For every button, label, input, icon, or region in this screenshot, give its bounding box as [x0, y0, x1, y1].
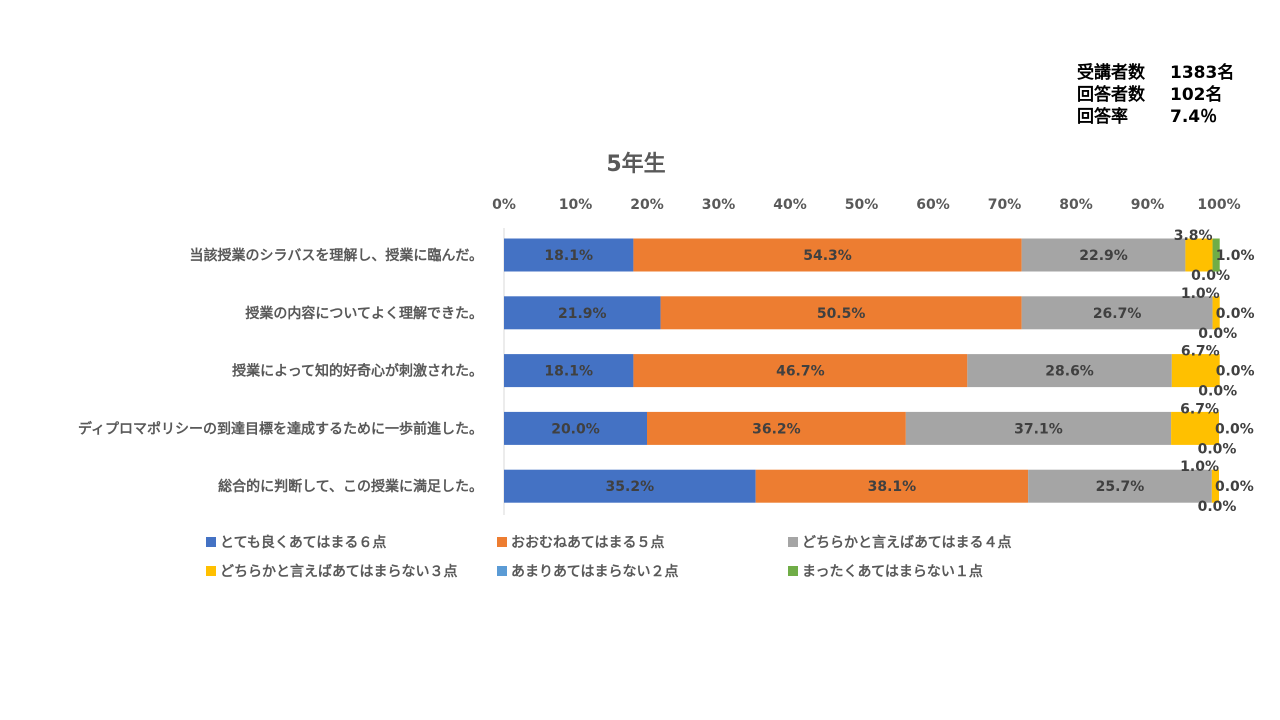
- x-tick-label: 50%: [845, 197, 879, 213]
- category-label: 総合的に判断して、この授業に満足した。: [218, 478, 483, 495]
- bar-segment: [1171, 411, 1219, 445]
- data-label: 35.2%: [606, 479, 655, 495]
- data-label: 54.3%: [803, 248, 852, 264]
- category-label: 授業の内容についてよく理解できた。: [245, 305, 483, 322]
- bar-segment: [1021, 296, 1213, 330]
- data-label: 6.7%: [1181, 344, 1220, 360]
- data-label: 1.0%: [1181, 286, 1220, 302]
- chart-title: 5年生: [606, 151, 665, 177]
- data-label: 3.8%: [1174, 228, 1213, 244]
- bar-segment: [1171, 354, 1220, 388]
- x-tick-label: 80%: [1059, 197, 1093, 213]
- category-label: ディプロマポリシーの到達目標を達成するために一歩前進した。: [78, 420, 483, 437]
- bar-segment: [504, 354, 634, 388]
- legend-label: とても良くあてはまる６点: [220, 534, 386, 551]
- bar-segment: [1021, 238, 1186, 272]
- legend-swatch: [497, 537, 507, 547]
- data-label: 1.0%: [1180, 459, 1219, 475]
- data-label: 1.0%: [1216, 248, 1255, 264]
- x-tick-label: 0%: [492, 197, 516, 213]
- x-tick-label: 40%: [773, 197, 807, 213]
- legend-label: あまりあてはまらない２点: [511, 563, 678, 580]
- bar-segment: [633, 238, 1022, 272]
- bar-segment: [504, 411, 647, 445]
- legend-swatch: [788, 537, 798, 547]
- data-label: 28.6%: [1045, 364, 1094, 380]
- data-label: 0.0%: [1198, 326, 1237, 342]
- bar-segment: [905, 411, 1172, 445]
- data-label: 22.9%: [1079, 248, 1128, 264]
- data-label: 50.5%: [817, 306, 866, 322]
- legend-label: どちらかと言えばあてはまらない３点: [220, 563, 457, 580]
- data-label: 0.0%: [1215, 421, 1254, 437]
- data-label: 0.0%: [1198, 441, 1237, 457]
- data-label: 46.7%: [776, 364, 825, 380]
- bar-segment: [504, 238, 634, 272]
- legend-label: おおむねあてはまる５点: [511, 534, 664, 551]
- legend-swatch: [206, 537, 216, 547]
- bar-segment: [633, 354, 968, 388]
- data-label: 38.1%: [868, 479, 917, 495]
- data-label: 26.7%: [1093, 306, 1142, 322]
- data-label: 0.0%: [1198, 384, 1237, 400]
- stat-row: 回答率 7.4％: [1077, 106, 1234, 128]
- x-tick-label: 10%: [559, 197, 593, 213]
- respondent-stats: 受講者数 1383名回答者数 102名回答率 7.4％: [1077, 62, 1234, 128]
- data-label: 0.0%: [1198, 499, 1237, 515]
- data-label: 20.0%: [551, 421, 600, 437]
- legend-swatch: [206, 566, 216, 576]
- x-tick-label: 20%: [630, 197, 664, 213]
- x-tick-label: 60%: [916, 197, 950, 213]
- data-label: 36.2%: [752, 421, 801, 437]
- data-label: 25.7%: [1096, 479, 1145, 495]
- data-label: 6.7%: [1180, 401, 1219, 417]
- bar-segment: [1212, 296, 1220, 330]
- legend-swatch: [497, 566, 507, 576]
- x-tick-label: 90%: [1131, 197, 1165, 213]
- stat-label: 回答率: [1077, 107, 1128, 127]
- category-label: 当該授業のシラバスを理解し、授業に臨んだ。: [190, 247, 483, 264]
- x-tick-label: 100%: [1197, 197, 1240, 213]
- data-label: 0.0%: [1216, 364, 1255, 380]
- data-label: 18.1%: [544, 364, 593, 380]
- stat-label: 受講者数: [1077, 63, 1145, 83]
- bar-segment: [1028, 469, 1212, 503]
- bar-segment: [504, 296, 661, 330]
- data-label: 18.1%: [544, 248, 593, 264]
- stat-label: 回答者数: [1077, 85, 1145, 105]
- category-label: 授業によって知的好奇心が刺激された。: [232, 363, 483, 380]
- legend-label: どちらかと言えばあてはまる４点: [802, 534, 1011, 551]
- bar-segment: [755, 469, 1029, 503]
- stat-value: 1383名: [1170, 63, 1235, 83]
- bar-segment: [1211, 469, 1219, 503]
- bar-segment: [967, 354, 1172, 388]
- stat-row: 回答者数 102名: [1077, 84, 1234, 106]
- data-label: 0.0%: [1191, 268, 1230, 284]
- bar-segment: [1212, 238, 1220, 272]
- bar-segment: [504, 469, 756, 503]
- bar-segment: [1185, 238, 1213, 272]
- bar-segment: [660, 296, 1022, 330]
- stat-row: 受講者数 1383名: [1077, 62, 1234, 84]
- data-label: 37.1%: [1014, 421, 1063, 437]
- data-label: 0.0%: [1216, 306, 1255, 322]
- stat-value: 102名: [1170, 85, 1223, 105]
- x-tick-label: 30%: [702, 197, 736, 213]
- legend-swatch: [788, 566, 798, 576]
- legend-label: まったくあてはまらない１点: [802, 563, 983, 580]
- x-tick-label: 70%: [988, 197, 1022, 213]
- bar-segment: [647, 411, 906, 445]
- stat-value: 7.4％: [1170, 107, 1218, 127]
- data-label: 0.0%: [1215, 479, 1254, 495]
- data-label: 21.9%: [558, 306, 607, 322]
